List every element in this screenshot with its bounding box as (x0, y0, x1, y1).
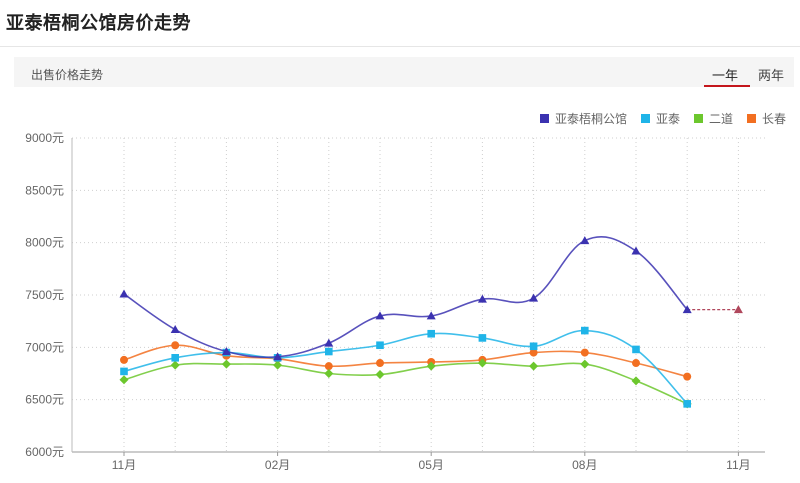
series-0-point-1 (170, 325, 180, 334)
y-tick-label-6: 9000元 (25, 131, 64, 145)
series-2-point-3 (273, 360, 283, 370)
x-tick-label-1: 02月 (265, 458, 290, 472)
series-0-point-6 (426, 311, 436, 320)
title-divider (0, 46, 800, 47)
series-line-2 (123, 362, 688, 405)
series-2-point-9 (580, 359, 590, 369)
legend-label-0: 亚泰梧桐公馆 (554, 112, 627, 126)
series-3-point-8 (529, 348, 538, 357)
series-0-point-11 (682, 305, 692, 314)
page-title: 亚泰梧桐公馆房价走势 (6, 13, 191, 33)
series-1-point-8 (529, 342, 538, 351)
series-2-point-10 (631, 376, 641, 386)
series-1-point-6 (427, 329, 435, 338)
series-3-point-0 (120, 355, 128, 364)
active-tab-indicator (704, 85, 750, 87)
series-0-point-2 (221, 347, 231, 356)
series-3-point-11 (683, 372, 692, 381)
series-0-point-0 (119, 289, 129, 298)
series-1-point-4 (325, 347, 333, 356)
series-0-point-10 (631, 246, 641, 255)
legend-swatch-2 (693, 114, 703, 123)
series-3-point-4 (324, 362, 333, 371)
x-tick-label-3: 08月 (572, 458, 597, 472)
series-0-point-7 (477, 294, 487, 303)
x-tick-label-4: 11月 (726, 458, 750, 472)
series-0-point-8 (529, 293, 539, 302)
series-1-point-10 (632, 345, 640, 354)
x-tick-label-0: 11月 (112, 458, 136, 472)
series-0-point-9 (580, 236, 590, 245)
tab-one-year[interactable]: 一年 (712, 68, 739, 83)
y-tick-label-3: 7500元 (25, 288, 64, 302)
y-tick-label-4: 8000元 (25, 236, 64, 250)
series-0-point-4 (324, 338, 334, 347)
series-2-point-7 (477, 358, 487, 368)
series-0-forecast-point (733, 305, 743, 314)
series-2-point-2 (221, 359, 231, 369)
series-3-point-10 (632, 359, 640, 368)
series-line-3 (123, 344, 688, 378)
x-tick-label-2: 05月 (419, 458, 444, 472)
series-3-point-9 (580, 348, 589, 357)
legend-item-series-3[interactable]: 长春 (746, 110, 786, 127)
series-2-point-4 (324, 369, 334, 378)
series-3-point-5 (376, 359, 384, 368)
legend-swatch-0 (539, 114, 549, 123)
series-2-point-0 (119, 375, 129, 385)
y-tick-label-5: 8500元 (25, 183, 64, 197)
legend-label-3: 长春 (761, 112, 786, 126)
series-1-point-7 (478, 334, 487, 342)
series-2-point-5 (375, 370, 385, 380)
series-1-point-0 (120, 367, 128, 376)
legend-label-2: 二道 (708, 112, 733, 126)
legend-item-series-1[interactable]: 亚泰 (640, 110, 680, 127)
legend-label-1: 亚泰 (655, 112, 680, 126)
series-1-point-9 (581, 326, 589, 335)
legend-item-series-2[interactable]: 二道 (693, 110, 733, 127)
section-label: 出售价格走势 (31, 68, 104, 82)
y-tick-label-0: 6000元 (25, 445, 64, 459)
tab-two-years[interactable]: 两年 (758, 68, 785, 83)
legend-item-series-0[interactable]: 亚泰梧桐公馆 (539, 110, 627, 127)
y-tick-label-1: 6500元 (25, 393, 64, 407)
chart-subheader: 出售价格走势 一年 两年 (14, 57, 794, 87)
legend-swatch-3 (746, 114, 756, 123)
series-2-point-1 (170, 360, 180, 370)
series-0-point-3 (273, 352, 283, 361)
series-1-point-1 (171, 354, 179, 362)
series-2-point-6 (426, 361, 436, 371)
series-1-point-11 (683, 400, 691, 408)
legend-swatch-1 (640, 114, 650, 123)
series-1-point-5 (376, 341, 384, 350)
series-line-1 (123, 329, 688, 405)
series-3-point-1 (171, 341, 180, 350)
series-0-point-5 (375, 311, 385, 320)
chart-legend: 亚泰梧桐公馆 亚泰 二道 长春 (539, 110, 786, 127)
y-tick-label-2: 7000元 (25, 340, 64, 354)
series-2-point-8 (529, 361, 539, 371)
